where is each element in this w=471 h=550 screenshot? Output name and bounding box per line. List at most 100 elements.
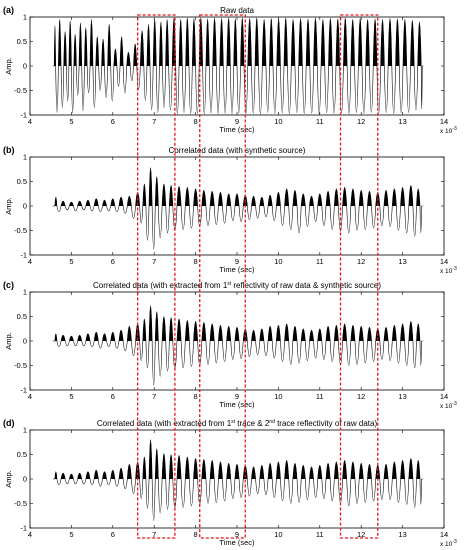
panel-b: (b) Correlated data (with synthetic sourc… xyxy=(3,145,457,275)
x-axis-label: Time (sec) xyxy=(219,538,255,547)
x-tick-label: 12 xyxy=(357,392,365,401)
panel-title: Correlated data (with synthetic source) xyxy=(169,146,306,155)
highlight-window xyxy=(339,14,379,539)
title-text: Correlated data (with synthetic source) xyxy=(169,146,306,155)
y-tick-label: -1 xyxy=(20,251,27,260)
title-superscript: st xyxy=(231,419,236,425)
signal-trace xyxy=(52,17,424,115)
y-tick-label: -1 xyxy=(20,524,27,533)
x-tick-label: 10 xyxy=(274,257,282,266)
highlight-window xyxy=(199,14,246,539)
x-tick-label: 13 xyxy=(398,117,406,126)
x-tick-label: 6 xyxy=(111,117,115,126)
exponent-power: -3 xyxy=(452,401,457,407)
signal-trace xyxy=(52,439,424,521)
x-tick-label: 10 xyxy=(274,392,282,401)
panel-c: (c) Correlated data (with extracted from … xyxy=(3,280,457,410)
x-tick-label: 8 xyxy=(194,117,198,126)
panel-letter: (c) xyxy=(3,280,14,290)
x-tick-label: 11 xyxy=(316,530,324,539)
y-tick-label: 1 xyxy=(23,288,27,297)
x-tick-label: 4 xyxy=(28,257,32,266)
y-tick-label: 1 xyxy=(23,153,27,162)
x-tick-label: 5 xyxy=(69,392,73,401)
x-tick-label: 12 xyxy=(357,117,365,126)
x-tick-label: 10 xyxy=(274,117,282,126)
title-superscript: nd xyxy=(269,419,275,425)
x-tick-label: 14 xyxy=(440,117,448,126)
x-scale-exponent: x 10-3 xyxy=(440,266,457,275)
y-tick-label: 1 xyxy=(23,426,27,435)
x-axis-label: Time (sec) xyxy=(219,265,255,274)
exponent-base: x 10 xyxy=(440,268,453,275)
panel-letter: (a) xyxy=(3,5,14,15)
signal-trace xyxy=(52,305,424,386)
x-tick-label: 14 xyxy=(440,257,448,266)
x-tick-label: 9 xyxy=(235,530,239,539)
y-tick-label: 0 xyxy=(23,475,27,484)
title-text: Correlated data (with extracted from 1 xyxy=(97,419,232,428)
x-tick-label: 14 xyxy=(440,392,448,401)
exponent-power: -3 xyxy=(452,126,457,132)
title-text: trace & 2 xyxy=(235,419,270,428)
x-tick-label: 4 xyxy=(28,530,32,539)
x-tick-label: 11 xyxy=(316,257,324,266)
x-tick-label: 13 xyxy=(398,392,406,401)
x-tick-label: 5 xyxy=(69,117,73,126)
y-axis-label: Amp. xyxy=(4,57,13,75)
x-scale-exponent: x 10-3 xyxy=(440,539,457,548)
x-tick-label: 8 xyxy=(194,530,198,539)
x-tick-label: 13 xyxy=(398,530,406,539)
y-tick-label: -1 xyxy=(20,111,27,120)
x-tick-label: 4 xyxy=(28,117,32,126)
x-tick-label: 12 xyxy=(357,257,365,266)
x-tick-label: 6 xyxy=(111,392,115,401)
x-tick-label: 6 xyxy=(111,257,115,266)
x-tick-label: 9 xyxy=(235,257,239,266)
panel-d: (d) Correlated data (with extracted from … xyxy=(3,418,457,548)
x-tick-label: 7 xyxy=(152,117,156,126)
y-tick-label: 0.5 xyxy=(17,312,27,321)
x-tick-label: 6 xyxy=(111,530,115,539)
x-tick-label: 8 xyxy=(194,392,198,401)
x-axis-label: Time (sec) xyxy=(219,125,255,134)
exponent-base: x 10 xyxy=(440,128,453,135)
exponent-power: -3 xyxy=(452,539,457,545)
x-tick-label: 11 xyxy=(316,392,324,401)
exponent-power: -3 xyxy=(452,266,457,272)
y-axis-label: Amp. xyxy=(4,197,13,215)
title-text: reflectivity of raw data & synthetic sou… xyxy=(231,281,381,290)
y-tick-label: -0.5 xyxy=(14,361,27,370)
y-axis-label: Amp. xyxy=(4,332,13,350)
x-axis-label: Time (sec) xyxy=(219,400,255,409)
x-tick-label: 5 xyxy=(69,257,73,266)
y-tick-label: -0.5 xyxy=(14,86,27,95)
x-tick-label: 4 xyxy=(28,392,32,401)
x-tick-label: 14 xyxy=(440,530,448,539)
y-axis-label: Amp. xyxy=(4,470,13,488)
panel-a: (a) Raw data 1 0.5 0 -0.5 -14 5 6 7 8 9 10 11 12 13 14 Ti… xyxy=(3,5,457,135)
x-tick-label: 7 xyxy=(152,257,156,266)
positive-lobes-fill xyxy=(54,305,420,341)
signal-trace xyxy=(52,167,424,250)
y-tick-label: 0.5 xyxy=(17,177,27,186)
title-text: Raw data xyxy=(220,6,254,15)
panel-letter: (d) xyxy=(3,418,15,428)
x-tick-label: 9 xyxy=(235,117,239,126)
x-tick-label: 5 xyxy=(69,530,73,539)
y-tick-label: 0 xyxy=(23,337,27,346)
y-tick-label: -0.5 xyxy=(14,499,27,508)
panel-title: Raw data xyxy=(220,6,254,15)
y-tick-label: 0.5 xyxy=(17,37,27,46)
x-scale-exponent: x 10-3 xyxy=(440,401,457,410)
x-tick-label: 7 xyxy=(152,392,156,401)
title-superscript: st xyxy=(227,281,232,287)
title-text: trace reflectivity of raw data) xyxy=(275,419,378,428)
panel-title: Correlated data (with extracted from 1st… xyxy=(97,419,378,428)
y-tick-label: 0.5 xyxy=(17,450,27,459)
panel-letter: (b) xyxy=(3,145,15,155)
x-tick-label: 12 xyxy=(357,530,365,539)
x-tick-label: 8 xyxy=(194,257,198,266)
title-text: Correlated data (with extracted from 1 xyxy=(93,281,228,290)
panel-title: Correlated data (with extracted from 1st… xyxy=(93,281,381,290)
